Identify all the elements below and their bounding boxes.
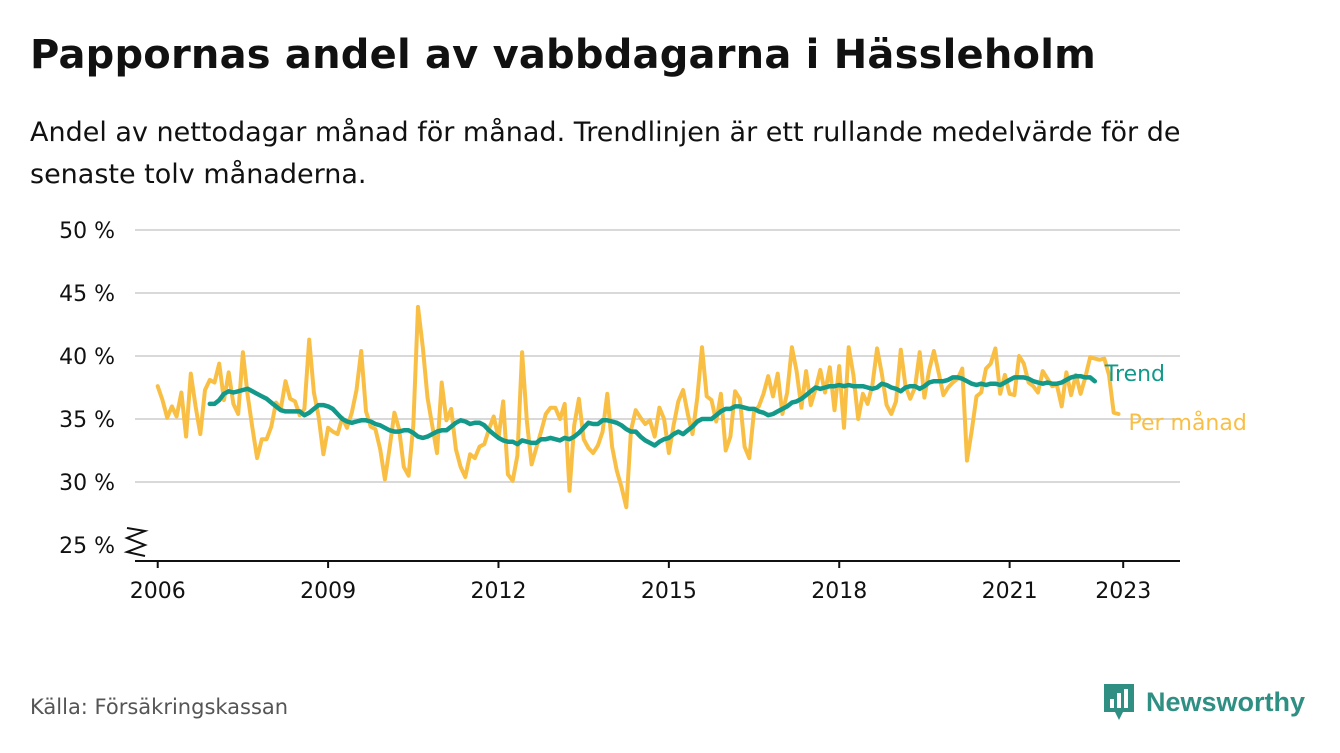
- x-tick-label: 2006: [130, 579, 186, 604]
- series-line-trend: [207, 373, 1098, 448]
- newsworthy-logo-icon: [1104, 684, 1134, 720]
- series-line-per-manad: [155, 304, 1121, 510]
- chart-subtitle: Andel av nettodagar månad för månad. Tre…: [30, 117, 1181, 190]
- line-chart: 25 % 30 % 35 % 40 % 45 % 50 % 2006 2009 2012 201…: [59, 219, 1247, 604]
- y-tick-label: 30 %: [59, 471, 115, 496]
- y-tick-label: 45 %: [59, 282, 115, 307]
- x-tick-label: 2009: [300, 579, 356, 604]
- source-note: Källa: Försäkringskassan: [30, 695, 289, 719]
- series-lines: [155, 304, 1121, 510]
- x-tick-label: 2021: [982, 579, 1038, 604]
- brand-logo: Newsworthy: [1102, 682, 1305, 722]
- x-tick-label: 2023: [1095, 579, 1151, 604]
- chart-title: Pappornas andel av vabbdagarna i Hässleh…: [30, 32, 1096, 78]
- x-axis: 2006 2009 2012 2015 2018 2021 2023: [130, 560, 1180, 604]
- series-labels: Per månad Trend: [1104, 362, 1247, 436]
- x-tick-label: 2012: [470, 579, 526, 604]
- series-label-per-manad: Per månad: [1128, 410, 1246, 436]
- x-tick-label: 2015: [641, 579, 697, 604]
- x-tick-label: 2018: [811, 579, 867, 604]
- axis-break-icon: [123, 527, 149, 557]
- y-tick-label: 40 %: [59, 345, 115, 370]
- y-tick-label: 25 %: [59, 534, 115, 559]
- series-label-trend: Trend: [1104, 362, 1165, 387]
- y-axis-ticks: 25 % 30 % 35 % 40 % 45 % 50 %: [59, 219, 149, 559]
- y-tick-label: 35 %: [59, 408, 115, 433]
- y-tick-label: 50 %: [59, 219, 115, 244]
- brand-name: Newsworthy: [1146, 686, 1306, 717]
